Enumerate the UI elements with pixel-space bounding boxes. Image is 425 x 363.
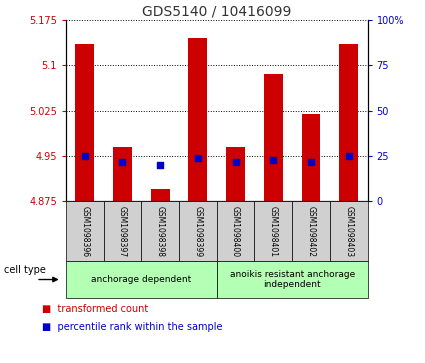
Bar: [339, 44, 358, 201]
Bar: [188, 38, 207, 201]
Bar: [264, 74, 283, 201]
Point: [232, 159, 239, 164]
Bar: [151, 189, 170, 201]
Text: GSM1098397: GSM1098397: [118, 206, 127, 257]
Text: GSM1098402: GSM1098402: [306, 206, 315, 257]
Bar: [75, 44, 94, 201]
Text: anoikis resistant anchorage
independent: anoikis resistant anchorage independent: [230, 270, 355, 289]
Point: [346, 153, 352, 159]
Point: [270, 157, 277, 163]
Point: [81, 153, 88, 159]
Text: GSM1098399: GSM1098399: [193, 206, 202, 257]
Title: GDS5140 / 10416099: GDS5140 / 10416099: [142, 5, 292, 19]
Text: ■  percentile rank within the sample: ■ percentile rank within the sample: [42, 322, 223, 332]
Text: GSM1098401: GSM1098401: [269, 206, 278, 257]
Text: ■  transformed count: ■ transformed count: [42, 303, 149, 314]
Text: GSM1098398: GSM1098398: [156, 206, 164, 257]
Text: cell type: cell type: [4, 265, 46, 276]
Bar: [226, 147, 245, 201]
Bar: [113, 147, 132, 201]
Text: GSM1098400: GSM1098400: [231, 206, 240, 257]
Point: [119, 159, 126, 164]
Text: GSM1098396: GSM1098396: [80, 206, 89, 257]
Point: [195, 155, 201, 161]
Bar: [302, 114, 320, 201]
Point: [308, 159, 314, 164]
Text: GSM1098403: GSM1098403: [344, 206, 353, 257]
Point: [157, 162, 164, 168]
Text: anchorage dependent: anchorage dependent: [91, 275, 191, 284]
